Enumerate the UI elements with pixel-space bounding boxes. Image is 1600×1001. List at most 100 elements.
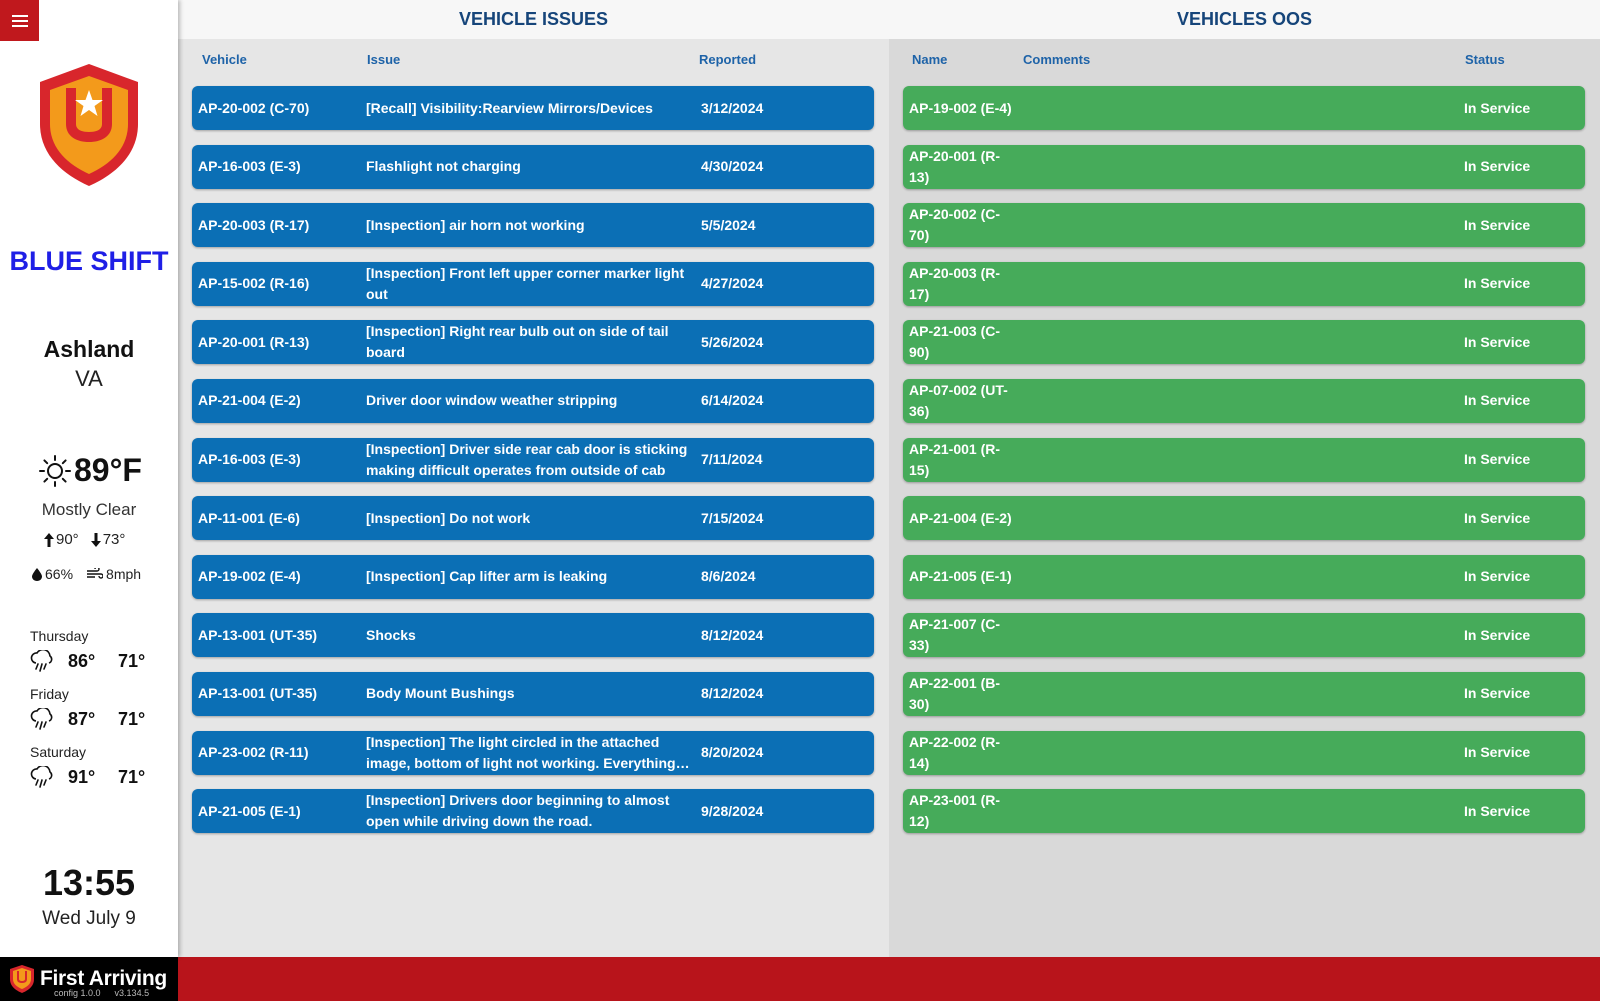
oos-name: AP-20-002 (C-70) [909, 206, 1001, 244]
humidity: 66% [45, 566, 74, 582]
oos-name: AP-23-001 (R-12) [909, 792, 1001, 830]
column-headers: Name Comments Status [889, 39, 1600, 85]
issue-row[interactable]: AP-16-003 (E-3) [Inspection] Driver side … [192, 437, 874, 482]
humidity-wind: 66% 8mph [32, 566, 141, 582]
issue-text: [Inspection] Do not work [366, 509, 531, 526]
oos-row[interactable]: AP-21-007 (C-33) In Service [903, 613, 1585, 658]
oos-status: In Service [1464, 333, 1531, 350]
oos-row[interactable]: AP-21-005 (E-1) In Service [903, 554, 1585, 599]
issue-vehicle: AP-20-001 (R-13) [198, 333, 310, 350]
issue-row[interactable]: AP-20-002 (C-70) [Recall] Visibility:Rear… [192, 86, 874, 130]
menu-icon[interactable] [0, 0, 39, 41]
issues-list: AP-20-002 (C-70) [Recall] Visibility:Rear… [192, 86, 874, 848]
issue-reported: 4/27/2024 [701, 275, 764, 292]
column-headers: Vehicle Issue Reported [178, 39, 889, 85]
version-info: config 1.0.0 v3.134.5 [54, 988, 149, 998]
issue-row[interactable]: AP-21-004 (E-2) Driver door window weathe… [192, 378, 874, 423]
oos-name: AP-19-002 (E-4) [909, 99, 1012, 116]
app-version: v3.134.5 [114, 988, 150, 998]
high-low: 90° 73° [44, 531, 125, 548]
issue-reported: 8/20/2024 [701, 744, 764, 761]
oos-status: In Service [1464, 626, 1531, 643]
forecast-low: 71° [118, 650, 146, 671]
issue-text: Shocks [366, 626, 416, 643]
issue-row[interactable]: AP-20-001 (R-13) [Inspection] Right rear … [192, 320, 874, 365]
forecast-day: Friday 87° 71° [30, 686, 170, 730]
issue-reported: 5/26/2024 [701, 333, 764, 350]
issue-vehicle: AP-11-001 (E-6) [198, 509, 300, 526]
issue-reported: 8/12/2024 [701, 626, 764, 643]
oos-status: In Service [1464, 451, 1531, 468]
oos-status: In Service [1464, 802, 1531, 819]
clock-date: Wed July 9 [42, 908, 136, 929]
oos-row[interactable]: AP-20-002 (C-70) In Service [903, 203, 1585, 248]
oos-status: In Service [1464, 275, 1531, 292]
brand-shield-icon [10, 965, 34, 993]
rain-cloud-icon [30, 708, 53, 730]
footer-bar: First Arriving config 1.0.0 v3.134.5 [0, 957, 1600, 1001]
oos-row[interactable]: AP-21-001 (R-15) In Service [903, 437, 1585, 482]
issue-vehicle: AP-16-003 (E-3) [198, 158, 301, 175]
oos-name: AP-21-007 (C-33) [909, 616, 1001, 654]
oos-row[interactable]: AP-07-002 (UT-36) In Service [903, 378, 1585, 423]
oos-name: AP-21-003 (C-90) [909, 323, 1001, 361]
droplet-icon [32, 567, 42, 581]
issue-reported: 7/11/2024 [701, 451, 763, 468]
oos-row[interactable]: AP-20-003 (R-17) In Service [903, 261, 1585, 306]
issue-row[interactable]: AP-16-003 (E-3) Flashlight not charging 4/… [192, 144, 874, 189]
issue-text: [Inspection] Driver side rear cab door i… [366, 440, 688, 478]
oos-row[interactable]: AP-22-001 (B-30) In Service [903, 671, 1585, 716]
sun-icon [39, 454, 71, 487]
issue-vehicle: AP-16-003 (E-3) [198, 451, 301, 468]
vehicles-oos-panel: VEHICLES OOS Name Comments Status AP-19-… [889, 0, 1600, 957]
issue-row[interactable]: AP-13-001 (UT-35) Shocks 8/12/2024 [192, 613, 874, 658]
config-version: config 1.0.0 [54, 988, 101, 998]
current-weather: 89°F [38, 452, 142, 489]
wind-icon [87, 568, 104, 579]
oos-name: AP-07-002 (UT-36) [909, 381, 1008, 419]
clock-time: 13:55 [42, 862, 136, 903]
oos-row[interactable]: AP-21-003 (C-90) In Service [903, 320, 1585, 365]
oos-row[interactable]: AP-20-001 (R-13) In Service [903, 144, 1585, 189]
oos-row[interactable]: AP-19-002 (E-4) In Service [903, 86, 1585, 130]
wind-speed: 8mph [106, 566, 142, 582]
issue-vehicle: AP-13-001 (UT-35) [198, 626, 318, 643]
column-header-name: Name [912, 52, 948, 67]
forecast-day-name: Thursday [30, 628, 89, 644]
issue-vehicle: AP-21-004 (E-2) [198, 392, 301, 409]
oos-name: AP-22-002 (R-14) [909, 733, 1001, 771]
oos-status: In Service [1464, 216, 1531, 233]
oos-status: In Service [1464, 509, 1531, 526]
oos-name: AP-22-001 (B-30) [909, 674, 1001, 712]
issue-row[interactable]: AP-19-002 (E-4) [Inspection] Cap lifter a… [192, 554, 874, 599]
issue-text: [Inspection] Right rear bulb out on side… [366, 323, 669, 361]
issue-row[interactable]: AP-11-001 (E-6) [Inspection] Do not work 7… [192, 496, 874, 541]
rain-cloud-icon [30, 766, 53, 788]
issue-row[interactable]: AP-21-005 (E-1) [Inspection] Drivers door… [192, 789, 874, 834]
brand: First Arriving config 1.0.0 v3.134.5 [0, 957, 178, 1001]
oos-row[interactable]: AP-22-002 (R-14) In Service [903, 730, 1585, 775]
oos-status: In Service [1464, 685, 1531, 702]
issue-text: [Recall] Visibility:Rearview Mirrors/Dev… [366, 99, 653, 116]
column-header-status: Status [1465, 52, 1505, 67]
issue-reported: 3/12/2024 [701, 99, 764, 116]
issue-vehicle: AP-20-002 (C-70) [198, 99, 310, 116]
issue-row[interactable]: AP-20-003 (R-17) [Inspection] air horn no… [192, 203, 874, 248]
issue-row[interactable]: AP-13-001 (UT-35) Body Mount Bushings 8/12… [192, 671, 874, 716]
oos-row[interactable]: AP-23-001 (R-12) In Service [903, 789, 1585, 834]
oos-status: In Service [1464, 568, 1531, 585]
oos-name: AP-21-001 (R-15) [909, 440, 1001, 478]
issue-text: Body Mount Bushings [366, 685, 515, 702]
rain-cloud-icon [30, 650, 53, 672]
forecast-day: Saturday 91° 71° [30, 744, 170, 788]
issue-row[interactable]: AP-23-002 (R-11) [Inspection] The light c… [192, 730, 874, 775]
issue-vehicle: AP-21-005 (E-1) [198, 802, 301, 819]
forecast-day-name: Saturday [30, 744, 87, 760]
issue-reported: 9/28/2024 [701, 802, 764, 819]
oos-row[interactable]: AP-21-004 (E-2) In Service [903, 496, 1585, 541]
oos-status: In Service [1464, 158, 1531, 175]
issue-reported: 7/15/2024 [701, 509, 764, 526]
forecast-high: 87° [68, 708, 96, 729]
issue-row[interactable]: AP-15-002 (R-16) [Inspection] Front left … [192, 261, 874, 306]
low-temp: 73° [102, 531, 126, 548]
